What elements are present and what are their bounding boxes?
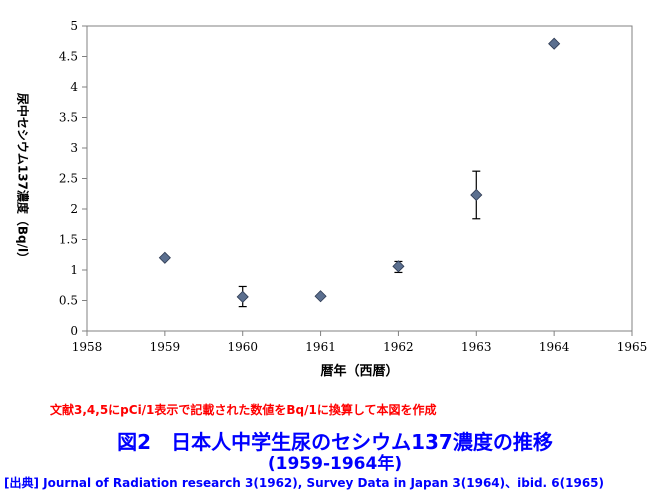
x-tick-label: 1959 — [150, 340, 181, 354]
x-tick-label: 1961 — [305, 340, 336, 354]
x-tick-label: 1964 — [539, 340, 570, 354]
plot-frame — [86, 25, 633, 332]
data-point — [158, 251, 171, 264]
data-point — [392, 260, 405, 273]
y-tick-label: 3 — [70, 141, 78, 155]
y-axis-label: 尿中セシウム137濃度（Bq/l） — [16, 93, 31, 264]
data-point — [548, 37, 561, 50]
x-tick-label: 1958 — [72, 340, 103, 354]
y-tick-label: 5 — [70, 19, 78, 33]
x-tick-label: 1963 — [461, 340, 492, 354]
y-tick-label: 2 — [70, 202, 78, 216]
source-citation: [出典] Journal of Radiation research 3(196… — [4, 476, 605, 490]
data-point — [314, 290, 327, 303]
figure-title: 図2 日本人中学生尿のセシウム137濃度の推移 — [117, 430, 553, 454]
chart: 0 0.5 1 1.5 2 2.5 3 3.5 4 4.5 5 1958 1959 1960 1961 196… — [16, 19, 648, 379]
y-tick-label: 0.5 — [59, 294, 78, 308]
y-tick-label: 2.5 — [59, 172, 78, 186]
y-tick-label: 1 — [70, 263, 78, 277]
y-tick-label: 0 — [70, 324, 78, 338]
y-tick-label: 4 — [70, 80, 78, 94]
x-tick-label: 1962 — [383, 340, 414, 354]
data-point — [236, 290, 249, 303]
x-axis-label: 暦年（西暦） — [320, 363, 398, 379]
note-text: 文献3,4,5にpCi/1表示で記載された数値をBq/1に換算して本図を作成 — [50, 403, 437, 417]
y-tick-label: 1.5 — [59, 233, 78, 247]
data-point — [470, 188, 483, 202]
y-tick-label: 4.5 — [59, 50, 78, 64]
x-tick-label: 1965 — [617, 340, 648, 354]
y-tick-label: 3.5 — [59, 111, 78, 125]
figure-subtitle: (1959-1964年) — [267, 454, 403, 474]
x-tick-label: 1960 — [227, 340, 258, 354]
